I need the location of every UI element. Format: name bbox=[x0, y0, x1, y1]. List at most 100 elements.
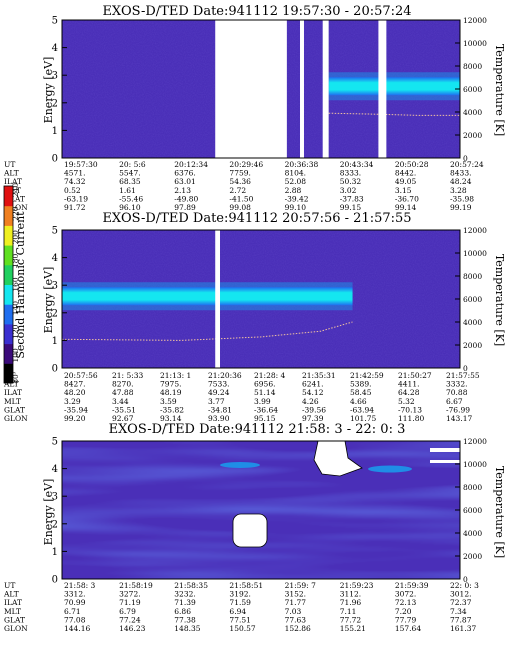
colorbar-cells bbox=[3, 185, 14, 384]
ytick-right-label: 0 bbox=[463, 154, 468, 163]
orbit-cell: 7.11 bbox=[340, 607, 357, 616]
saturated-blob bbox=[313, 440, 363, 477]
orbit-cell: 3112. bbox=[340, 590, 361, 599]
orbit-cell: 21:42:59 bbox=[350, 371, 384, 380]
orbit-cell: 77.87 bbox=[450, 615, 472, 624]
panel-3-yticks-right: 0 2000 4000 6000 8000 10000 12000 bbox=[455, 437, 487, 584]
orbit-cell: 6.94 bbox=[229, 607, 246, 616]
orbit-cell: 8333. bbox=[340, 169, 361, 178]
orbit-cell: 71.19 bbox=[119, 598, 141, 607]
ytick-right-label: 10000 bbox=[463, 249, 487, 258]
orbit-cell: 6956. bbox=[254, 380, 275, 389]
orbit-cell: 21:50:27 bbox=[398, 371, 432, 380]
ytick-label: 5 bbox=[52, 226, 58, 237]
orbit-cell: 71.39 bbox=[174, 598, 196, 607]
orbit-cell: -39.42 bbox=[285, 194, 309, 203]
orbit-cell: 4.26 bbox=[302, 397, 319, 406]
orbit-row-label: ILAT bbox=[4, 598, 22, 607]
panel-1-title: EXOS-D/TED Date:941112 19:57:30 - 20:57:… bbox=[102, 4, 411, 19]
orbit-cell: 5.32 bbox=[398, 397, 415, 406]
data-gap bbox=[322, 20, 329, 158]
orbit-cell: 70.88 bbox=[446, 388, 468, 397]
ytick-label: 3 bbox=[52, 71, 58, 82]
orbit-cell: 21:59:23 bbox=[340, 581, 374, 590]
orbit-cell: 71.77 bbox=[285, 598, 307, 607]
orbit-cell: 71.59 bbox=[229, 598, 251, 607]
orbit-cell: 3152. bbox=[285, 590, 306, 599]
ytick-right-label: 12000 bbox=[463, 437, 487, 446]
orbit-cell: 8427. bbox=[64, 380, 85, 389]
orbit-cell: 8270. bbox=[112, 380, 133, 389]
orbit-cell: 72.13 bbox=[395, 598, 417, 607]
ytick-right-label: 6000 bbox=[463, 506, 482, 515]
orbit-cell: 20:57:56 bbox=[64, 371, 98, 380]
orbit-cell: 3.77 bbox=[208, 397, 225, 406]
ytick-label: 0 bbox=[52, 154, 58, 165]
colorbar-tick: 200 bbox=[11, 230, 20, 245]
ytick-label: 0 bbox=[52, 364, 58, 375]
orbit-cell: 7.34 bbox=[450, 607, 467, 616]
orbit-cell: 21:35:31 bbox=[302, 371, 336, 380]
orbit-row-label: UT bbox=[4, 160, 15, 169]
orbit-cell: 70.99 bbox=[64, 598, 86, 607]
ytick-label: 3 bbox=[52, 492, 58, 503]
orbit-cell: 3232. bbox=[174, 590, 195, 599]
ytick-right-label: 8000 bbox=[463, 62, 482, 71]
orbit-row-label: ALT bbox=[3, 590, 19, 599]
orbit-cell: 3.29 bbox=[64, 397, 81, 406]
orbit-cell: 93.90 bbox=[208, 414, 230, 423]
orbit-row-label: ILAT bbox=[4, 177, 22, 186]
ytick-label: 5 bbox=[52, 16, 58, 27]
orbit-row-label: ALT bbox=[3, 169, 19, 178]
colorbar-cell bbox=[4, 323, 13, 345]
ytick-label: 4 bbox=[52, 43, 58, 54]
orbit-cell: 1.61 bbox=[119, 186, 136, 195]
saturated-blob bbox=[232, 513, 268, 548]
orbit-cell: 91.72 bbox=[64, 203, 86, 212]
panel-3-ylabel-right: Temperature [K] bbox=[493, 466, 505, 558]
panel-2-yticks-right: 0 2000 4000 6000 8000 10000 12000 bbox=[455, 226, 487, 373]
orbit-cell: 20:57:24 bbox=[450, 160, 484, 169]
energy-band bbox=[328, 77, 460, 96]
panel-2-yticks: 0 1 2 3 4 5 bbox=[52, 226, 67, 375]
orbit-cell: 8104. bbox=[285, 169, 306, 178]
orbit-cell: 3.44 bbox=[112, 397, 129, 406]
orbit-cell: 3072. bbox=[395, 590, 416, 599]
data-gap bbox=[215, 20, 287, 158]
colorbar-cell bbox=[4, 363, 13, 384]
panel-1-yticks: 0 1 2 3 4 5 bbox=[52, 16, 67, 165]
colorbar-cell bbox=[4, 186, 13, 207]
saturated-streak bbox=[430, 448, 460, 452]
panel-2-plot bbox=[61, 229, 461, 369]
orbit-cell: -36.70 bbox=[395, 194, 419, 203]
orbit-cell: 77.63 bbox=[285, 615, 307, 624]
colorbar-tick: 140 bbox=[11, 301, 20, 316]
panel-1-plot bbox=[61, 19, 461, 159]
ytick-right-label: 8000 bbox=[463, 483, 482, 492]
orbit-row-label: GLON bbox=[4, 414, 28, 423]
ytick-label: 4 bbox=[52, 253, 58, 264]
orbit-cell: 7533. bbox=[208, 380, 229, 389]
colorbar-tick: 100 bbox=[11, 348, 20, 363]
orbit-cell: 8433. bbox=[450, 169, 471, 178]
orbit-cell: -63.19 bbox=[64, 194, 88, 203]
ytick-label: 2 bbox=[52, 98, 58, 109]
orbit-cell: -49.80 bbox=[174, 194, 198, 203]
colorbar-cell bbox=[4, 264, 13, 285]
orbit-cell: 21:20:36 bbox=[208, 371, 242, 380]
orbit-row-label: MLT bbox=[4, 607, 21, 616]
orbit-cell: 99.15 bbox=[340, 203, 362, 212]
orbit-cell: 6.71 bbox=[64, 607, 81, 616]
ytick-right-label: 8000 bbox=[463, 272, 482, 281]
saturated-streak bbox=[430, 460, 460, 463]
ytick-right-label: 10000 bbox=[463, 39, 487, 48]
orbit-cell: 21:58: 3 bbox=[64, 581, 96, 590]
orbit-cell: 47.88 bbox=[112, 388, 134, 397]
orbit-cell: 143.17 bbox=[446, 414, 472, 423]
panel-1-orbit-table: UT 19:57:30 20: 5:6 20:12:34 20:29:46 20:36:3… bbox=[3, 160, 484, 212]
orbit-cell: 97.89 bbox=[174, 203, 196, 212]
orbit-cell: 6.79 bbox=[119, 607, 136, 616]
orbit-cell: 3.28 bbox=[450, 186, 467, 195]
colorbar: 80 100 120 140 160 180 200 220 240 Second Harmon… bbox=[3, 183, 27, 384]
orbit-cell: -35.82 bbox=[160, 405, 184, 414]
